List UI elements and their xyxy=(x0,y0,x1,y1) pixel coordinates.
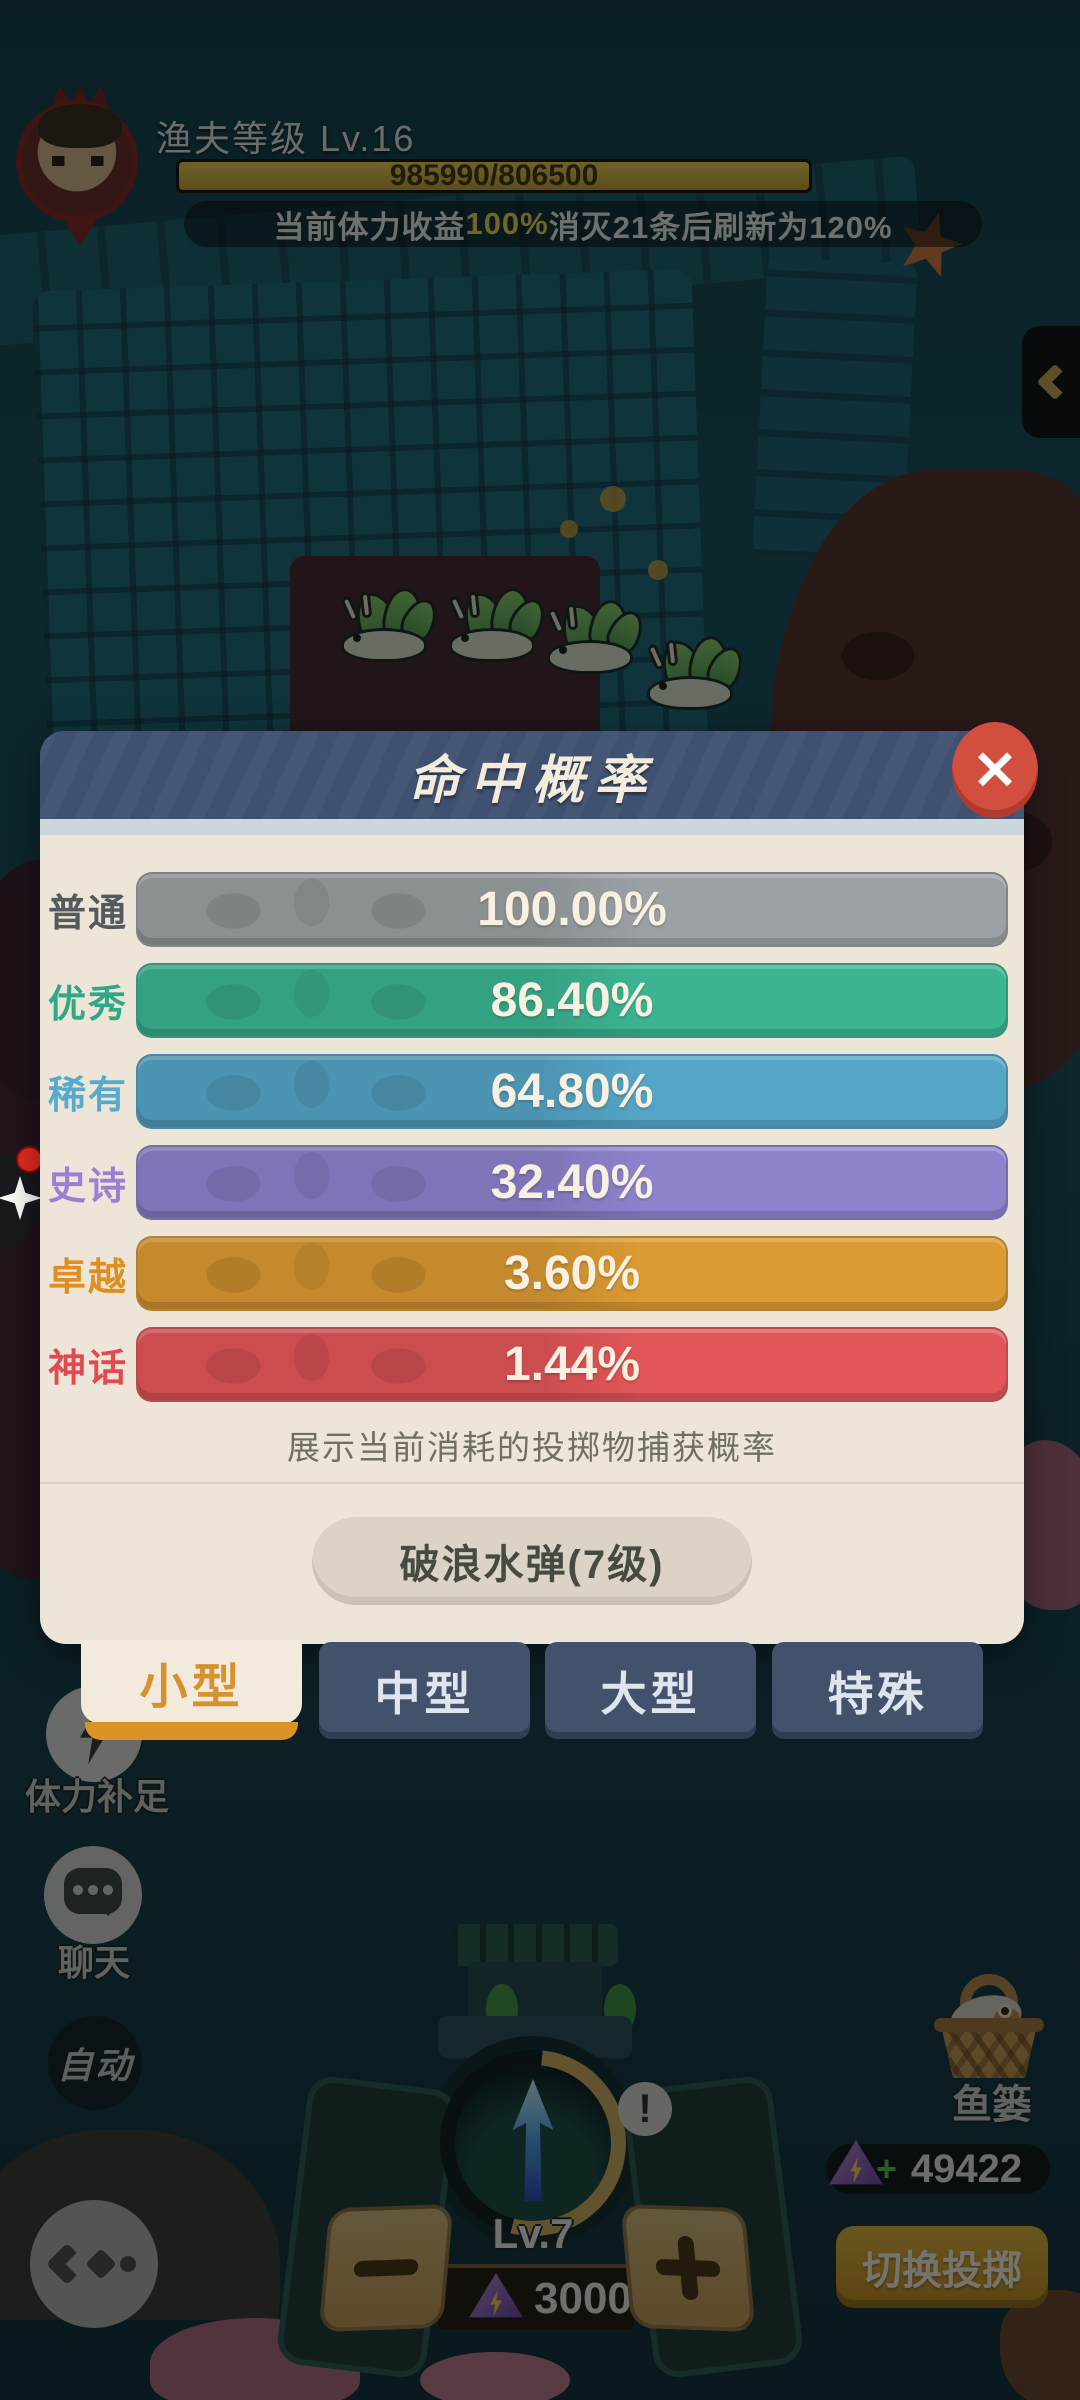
tab-medium[interactable]: 中型 xyxy=(319,1642,530,1739)
tab-special[interactable]: 特殊 xyxy=(772,1642,983,1739)
probability-bar: 32.40% xyxy=(136,1145,1008,1220)
modal-header-strip xyxy=(40,819,1024,835)
probability-bar: 3.60% xyxy=(136,1236,1008,1311)
probability-value: 86.40% xyxy=(490,974,654,1027)
modal-header: 命中概率 xyxy=(40,731,1024,819)
active-tab-ridge xyxy=(85,1722,298,1740)
close-button[interactable]: ✕ xyxy=(952,722,1038,818)
probability-row: 史诗 32.40% xyxy=(40,1145,1024,1220)
probability-value: 3.60% xyxy=(503,1247,641,1300)
rarity-label: 稀有 xyxy=(47,1075,128,1117)
rarity-label: 卓越 xyxy=(47,1257,128,1299)
rarity-label: 神话 xyxy=(47,1348,128,1390)
probability-rows: 普通 100.00% 优秀 86.40% 稀有 64.80% 史诗 32.40%… xyxy=(40,872,1024,1418)
modal-description: 展示当前消耗的投掷物捕获概率 xyxy=(287,1429,777,1466)
tab-large[interactable]: 大型 xyxy=(545,1642,756,1739)
probability-row: 优秀 86.40% xyxy=(40,963,1024,1038)
sparkle-icon xyxy=(0,1176,42,1220)
probability-row: 神话 1.44% xyxy=(40,1327,1024,1402)
notification-dot xyxy=(16,1146,43,1173)
tab-medium-label: 中型 xyxy=(374,1667,475,1720)
probability-value: 32.40% xyxy=(490,1156,654,1209)
probability-row: 普通 100.00% xyxy=(40,872,1024,947)
probability-value: 1.44% xyxy=(503,1338,641,1391)
probability-bar: 86.40% xyxy=(136,963,1008,1038)
rarity-label: 史诗 xyxy=(47,1166,128,1208)
tab-large-label: 大型 xyxy=(600,1667,701,1720)
hit-probability-modal: 命中概率 普通 100.00% 优秀 86.40% 稀有 64.80% 史诗 3… xyxy=(40,731,1024,1644)
tab-small-label: 小型 xyxy=(139,1661,244,1714)
modal-title: 命中概率 xyxy=(407,751,656,810)
tab-special-label: 特殊 xyxy=(827,1667,928,1720)
probability-bar: 1.44% xyxy=(136,1327,1008,1402)
probability-value: 100.00% xyxy=(477,883,667,936)
modal-divider xyxy=(40,1482,1024,1484)
projectile-button[interactable]: 破浪水弹(7级) xyxy=(312,1517,752,1605)
rarity-label: 普通 xyxy=(47,893,128,935)
rarity-label: 优秀 xyxy=(47,984,128,1026)
probability-bar: 64.80% xyxy=(136,1054,1008,1129)
probability-bar: 100.00% xyxy=(136,872,1008,947)
tab-small[interactable]: 小型 xyxy=(81,1640,302,1740)
probability-row: 卓越 3.60% xyxy=(40,1236,1024,1311)
probability-value: 64.80% xyxy=(490,1065,654,1118)
probability-row: 稀有 64.80% xyxy=(40,1054,1024,1129)
